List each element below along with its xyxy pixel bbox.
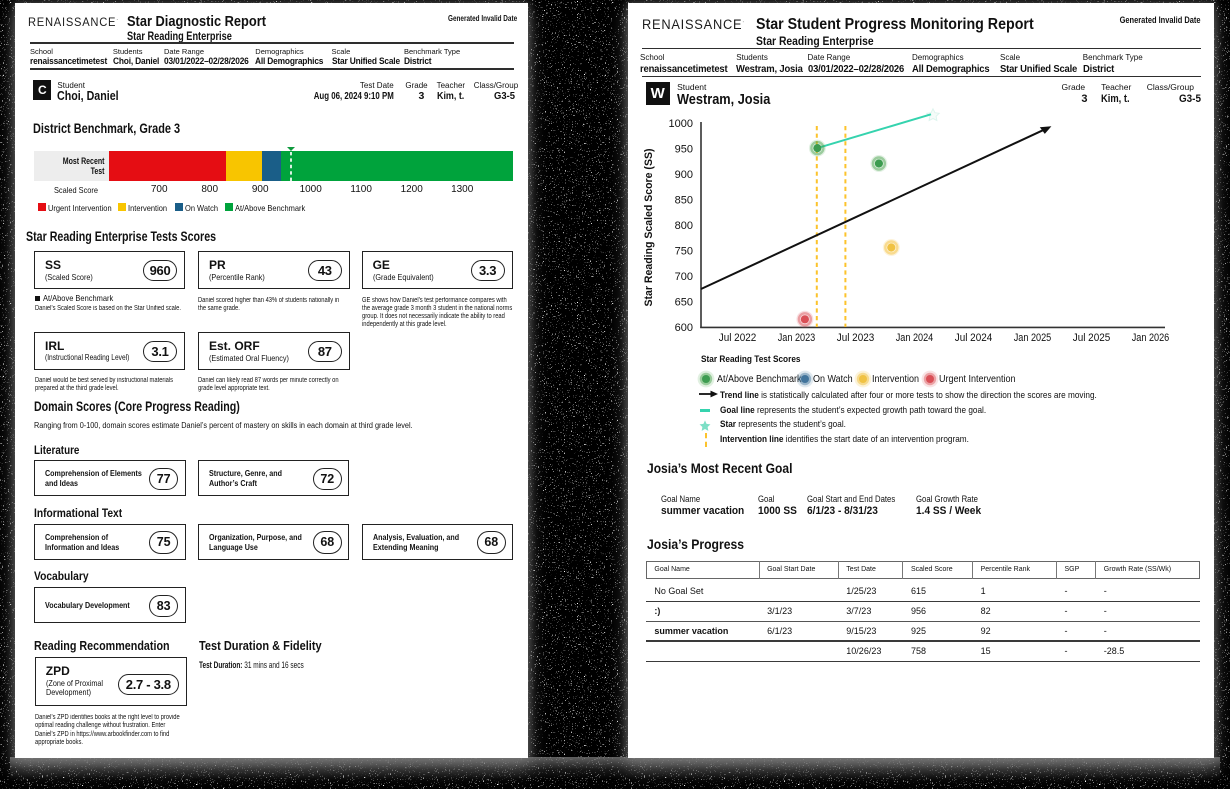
svg-text:Jan 2023: Jan 2023 <box>778 332 816 344</box>
svg-text:700: 700 <box>675 271 693 283</box>
svg-text:850: 850 <box>675 194 693 206</box>
svg-text:Jul 2022: Jul 2022 <box>719 332 757 344</box>
svg-text:Jan 2026: Jan 2026 <box>1132 332 1170 344</box>
svg-text:Jan 2025: Jan 2025 <box>1014 332 1052 344</box>
svg-text:900: 900 <box>675 169 693 181</box>
svg-text:Jul 2024: Jul 2024 <box>955 332 993 344</box>
svg-text:750: 750 <box>675 245 693 257</box>
svg-text:1000: 1000 <box>669 118 693 130</box>
svg-text:Jul 2025: Jul 2025 <box>1073 332 1111 344</box>
svg-text:Jul 2023: Jul 2023 <box>837 332 875 344</box>
svg-text:Jan 2024: Jan 2024 <box>896 332 934 344</box>
svg-text:650: 650 <box>675 296 693 308</box>
svg-text:600: 600 <box>675 322 693 334</box>
svg-text:Star Reading Scaled Score (SS): Star Reading Scaled Score (SS) <box>643 148 655 306</box>
svg-text:800: 800 <box>675 220 693 232</box>
svg-text:950: 950 <box>675 143 693 155</box>
